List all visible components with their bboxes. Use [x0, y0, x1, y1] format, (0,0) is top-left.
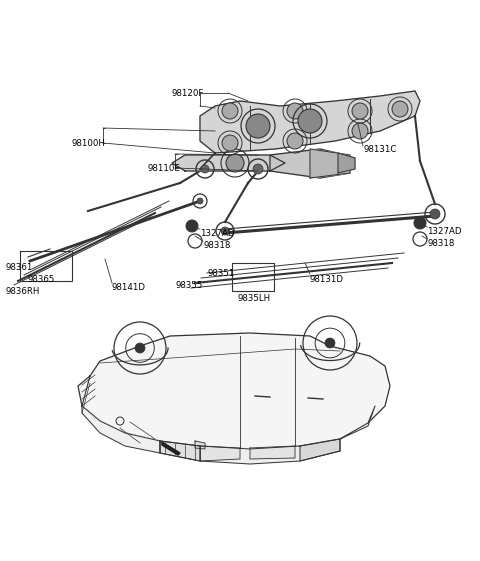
Text: 98351: 98351 — [208, 269, 235, 278]
Circle shape — [352, 103, 368, 119]
Circle shape — [197, 198, 203, 204]
Polygon shape — [310, 149, 350, 178]
Polygon shape — [172, 155, 285, 171]
Text: 98361: 98361 — [5, 263, 32, 272]
Text: 98318: 98318 — [203, 241, 230, 250]
Polygon shape — [270, 149, 350, 178]
Circle shape — [287, 133, 303, 149]
Text: 1327AD: 1327AD — [200, 228, 235, 237]
Circle shape — [325, 338, 335, 348]
Circle shape — [221, 227, 229, 235]
Polygon shape — [195, 441, 205, 449]
Text: 98355: 98355 — [176, 280, 204, 289]
Polygon shape — [250, 446, 295, 459]
Text: 98131C: 98131C — [363, 145, 396, 154]
Text: 98131D: 98131D — [310, 274, 344, 283]
Circle shape — [226, 154, 244, 172]
Polygon shape — [338, 153, 355, 173]
Polygon shape — [160, 441, 200, 461]
Polygon shape — [340, 406, 375, 439]
Text: 98120F: 98120F — [172, 89, 204, 98]
Text: 98365: 98365 — [28, 274, 55, 283]
Text: 98141D: 98141D — [112, 283, 146, 292]
Polygon shape — [78, 333, 390, 449]
Circle shape — [222, 135, 238, 151]
Circle shape — [298, 109, 322, 133]
Polygon shape — [82, 406, 160, 453]
Circle shape — [253, 164, 263, 174]
Circle shape — [287, 103, 303, 119]
Circle shape — [201, 165, 209, 173]
Bar — [232, 263, 274, 291]
Text: 9835LH: 9835LH — [238, 293, 271, 302]
Circle shape — [430, 209, 440, 219]
Circle shape — [186, 220, 198, 232]
Text: 9836RH: 9836RH — [5, 287, 39, 296]
Circle shape — [392, 101, 408, 117]
Bar — [20, 251, 72, 281]
Polygon shape — [200, 446, 240, 461]
Circle shape — [222, 103, 238, 119]
Circle shape — [135, 343, 145, 353]
Polygon shape — [300, 439, 340, 461]
Polygon shape — [162, 442, 180, 455]
Circle shape — [352, 123, 368, 139]
Polygon shape — [200, 91, 420, 153]
Text: 1327AD: 1327AD — [427, 227, 461, 236]
Text: 98110E: 98110E — [148, 163, 181, 172]
Circle shape — [414, 217, 426, 229]
Text: 98100H: 98100H — [72, 139, 106, 148]
Circle shape — [246, 114, 270, 138]
Polygon shape — [160, 439, 340, 464]
Text: 98318: 98318 — [427, 238, 455, 247]
